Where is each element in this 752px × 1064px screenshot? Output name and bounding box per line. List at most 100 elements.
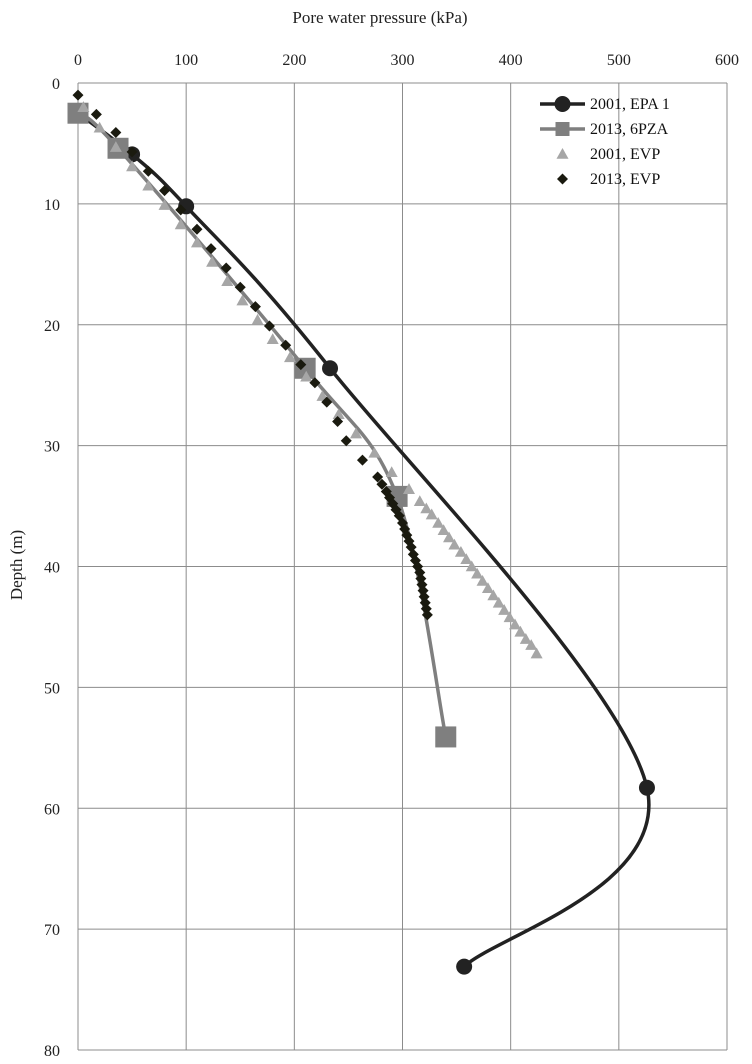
data-point <box>476 575 489 586</box>
data-point <box>638 779 655 796</box>
data-point <box>443 531 456 543</box>
data-point <box>284 351 297 363</box>
data-point <box>356 454 368 466</box>
grid <box>77 82 728 1051</box>
legend-marker <box>554 96 571 112</box>
data-point <box>205 243 217 255</box>
data-point <box>266 333 279 345</box>
data-point <box>376 478 388 490</box>
series-line <box>76 111 448 739</box>
y-tick-label: 20 <box>44 318 60 335</box>
series-1 <box>67 102 457 748</box>
data-point <box>109 141 122 152</box>
x-tick-label: 200 <box>282 52 306 69</box>
y-tick-label: 0 <box>52 76 60 93</box>
y-tick-label: 40 <box>44 560 60 577</box>
data-point <box>471 567 484 579</box>
data-point <box>492 596 505 608</box>
data-point <box>456 958 473 975</box>
data-point <box>234 281 246 293</box>
legend-label: 2001, EVP <box>590 146 660 163</box>
y-tick-label: 50 <box>44 680 60 697</box>
data-point <box>437 524 450 536</box>
data-point <box>263 320 275 332</box>
data-point <box>519 633 532 644</box>
data-point <box>465 560 478 572</box>
data-point <box>349 427 362 439</box>
data-point <box>421 609 433 621</box>
data-point <box>530 647 543 659</box>
data-point <box>72 89 84 101</box>
data-point <box>332 415 344 427</box>
data-point <box>190 236 203 248</box>
data-point <box>435 726 457 748</box>
legend-label: 2001, EPA 1 <box>590 96 670 113</box>
data-point <box>321 396 333 408</box>
series-layer <box>67 89 655 975</box>
data-point <box>206 255 219 267</box>
data-point <box>158 199 171 210</box>
data-point <box>126 160 139 172</box>
x-tick-label: 600 <box>715 52 739 69</box>
data-point <box>280 339 292 351</box>
y-axis-title: Depth (m) <box>7 530 26 600</box>
data-point <box>481 582 494 594</box>
data-point <box>420 502 433 514</box>
data-point <box>385 466 398 478</box>
legend-entry: 2013, 6PZA <box>540 121 669 138</box>
data-point <box>368 446 381 458</box>
data-point <box>508 618 521 630</box>
data-point <box>175 204 187 216</box>
data-point <box>460 553 473 565</box>
data-point <box>110 127 122 139</box>
y-tick-labels: 0 10 20 30 40 50 60 70 80 <box>44 76 60 1060</box>
x-tick-label: 0 <box>74 52 82 69</box>
data-point <box>425 508 438 520</box>
legend-label: 2013, EVP <box>590 171 660 188</box>
data-point <box>221 275 234 287</box>
x-tick-label: 300 <box>391 52 415 69</box>
legend: 2001, EPA 1 2013, 6PZA 2001, EVP 2013, EVP <box>540 96 670 188</box>
y-tick-label: 70 <box>44 922 60 939</box>
data-point <box>432 516 445 528</box>
legend-entry: 2001, EVP <box>556 146 660 163</box>
legend-marker <box>557 173 568 185</box>
data-point <box>340 435 352 447</box>
series-0 <box>70 105 655 975</box>
legend-marker <box>555 122 570 136</box>
data-point <box>159 185 171 197</box>
legend-label: 2013, 6PZA <box>590 121 669 138</box>
data-point <box>90 108 102 120</box>
x-tick-label: 400 <box>499 52 523 69</box>
data-point <box>332 408 345 419</box>
data-point <box>454 545 467 557</box>
y-tick-label: 30 <box>44 439 60 456</box>
legend-entry: 2013, EVP <box>557 171 660 188</box>
data-point <box>402 483 415 494</box>
legend-marker <box>556 148 569 159</box>
data-point <box>191 223 203 235</box>
x-axis-title: Pore water pressure (kPa) <box>292 8 467 27</box>
data-point <box>514 625 527 637</box>
y-tick-label: 80 <box>44 1043 60 1060</box>
data-point <box>525 639 538 650</box>
data-point <box>413 495 426 507</box>
y-tick-label: 10 <box>44 197 60 214</box>
series-line <box>76 111 651 969</box>
x-tick-labels: 0 100 200 300 400 500 600 <box>74 52 739 69</box>
data-point <box>142 179 155 191</box>
x-tick-label: 100 <box>174 52 198 69</box>
data-point <box>503 611 516 623</box>
series-3 <box>72 89 433 621</box>
data-point <box>236 294 249 306</box>
data-point <box>295 359 307 371</box>
y-tick-label: 60 <box>44 801 60 818</box>
data-point <box>249 301 261 313</box>
data-point <box>93 121 106 133</box>
data-point <box>498 604 511 615</box>
x-tick-label: 500 <box>607 52 631 69</box>
legend-entry: 2001, EPA 1 <box>540 96 670 113</box>
series-2 <box>77 101 543 659</box>
data-point <box>372 471 384 483</box>
